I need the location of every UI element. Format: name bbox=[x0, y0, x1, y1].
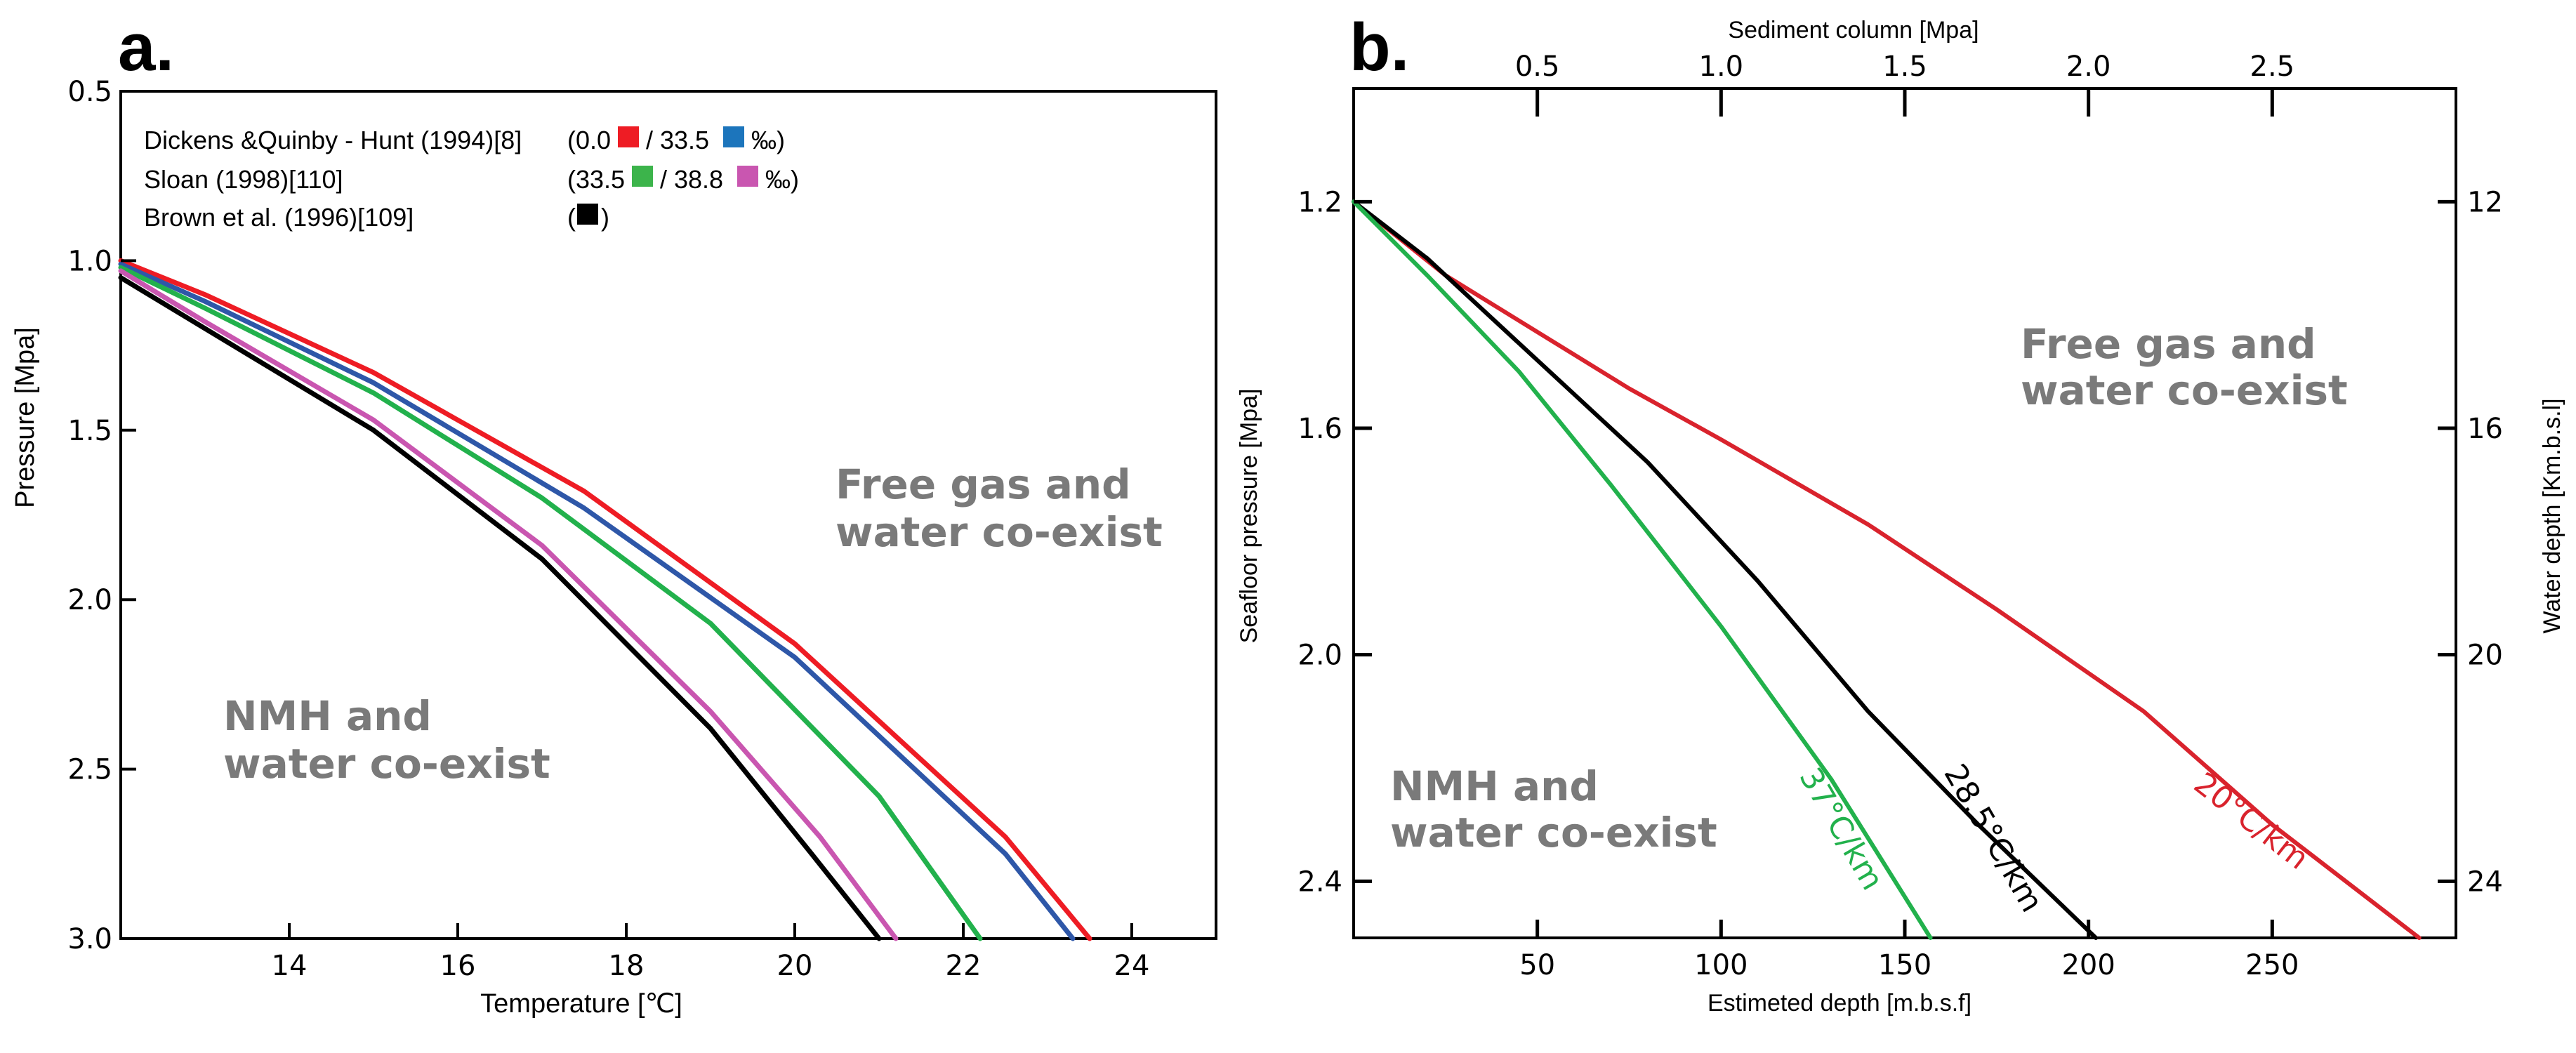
panel-a-y-axis-title: Pressure [Mpa] bbox=[11, 327, 40, 508]
panel-b-top-tick-label: 1.0 bbox=[1699, 51, 1744, 83]
panel-b-letter: b. bbox=[1349, 10, 1409, 85]
panel-b-series-3 bbox=[1352, 199, 1933, 940]
curve-label-37: 37°C/km bbox=[1792, 762, 1890, 896]
panel-b-ticks-group: 50 100 150 200 250 0.5 1.0 1.5 2.0 2.5 1.2 1.6 2.0 2.… bbox=[1297, 51, 2503, 981]
panel-a-x-tick-label: 24 bbox=[1114, 950, 1150, 982]
panel-b-y-axis-title: Seafloor pressure [Mpa] bbox=[1236, 389, 1262, 644]
legend-entry-2-part-3: ‰) bbox=[765, 165, 799, 194]
panel-a-upper-region-line-2: water co-exist bbox=[835, 508, 1163, 556]
panel-b-top-tick-label: 2.0 bbox=[2066, 51, 2111, 83]
panel-a-lower-region-line-1: NMH and bbox=[223, 692, 432, 740]
panel-a-letter: a. bbox=[118, 10, 174, 85]
legend-entry-2-part-1: (33.5 bbox=[567, 165, 625, 194]
panel-b-right-tick-label: 20 bbox=[2467, 640, 2503, 672]
panel-b-y-tick-label: 2.4 bbox=[1297, 866, 1342, 898]
panel-b-y-tick-label: 2.0 bbox=[1297, 640, 1342, 672]
curve-label-20: 20°C/km bbox=[2187, 765, 2316, 876]
panel-b-x-tick-label: 150 bbox=[1878, 949, 1931, 981]
panel-b-y-tick-label: 1.6 bbox=[1297, 413, 1342, 445]
panel-a-y-tick-label: 2.0 bbox=[67, 584, 112, 616]
legend-entry-2-part-2: / 38.8 bbox=[660, 165, 723, 194]
panel-a-upper-region-line-1: Free gas and bbox=[835, 461, 1131, 508]
panel-a-ticks-group: 14 16 18 20 22 24 0.5 1.0 1.5 2.0 2.5 3.0 bbox=[67, 76, 1149, 982]
panel-b-top-tick-label: 2.5 bbox=[2250, 51, 2295, 83]
legend-entry-3-part-2: ) bbox=[601, 203, 609, 232]
panel-b-lower-region-line-1: NMH and bbox=[1390, 762, 1599, 810]
panel-a-series-5 bbox=[118, 275, 882, 941]
panel-a-series-1 bbox=[118, 258, 1092, 941]
panel-a-series-3 bbox=[118, 265, 983, 941]
panel-b-series-group bbox=[1352, 199, 2422, 940]
panel-a-x-tick-label: 16 bbox=[440, 950, 476, 982]
panel-b-x-axis-title: Estimeted depth [m.b.s.f] bbox=[1708, 990, 1971, 1016]
panel-a-series-2 bbox=[118, 261, 1076, 941]
legend-entry-1-part-2: / 33.5 bbox=[646, 126, 709, 154]
panel-b-right-tick-label: 12 bbox=[2467, 186, 2503, 218]
panel-a-series-4 bbox=[118, 268, 899, 941]
legend-swatch-magenta bbox=[737, 166, 758, 187]
panel-a-y-tick-label: 0.5 bbox=[67, 76, 112, 108]
panel-a-x-tick-label: 18 bbox=[609, 950, 645, 982]
panel-a-x-tick-label: 22 bbox=[946, 950, 982, 982]
panel-b-series-2 bbox=[1352, 199, 2099, 940]
panel-b-x-tick-label: 250 bbox=[2245, 949, 2299, 981]
panel-b-upper-region-line-1: Free gas and bbox=[2021, 320, 2316, 368]
panel-b-top-tick-label: 0.5 bbox=[1515, 51, 1560, 83]
panel-a-x-axis-title: Temperature [℃] bbox=[480, 989, 682, 1019]
panel-a-series-group bbox=[118, 258, 1092, 941]
panel-b-lower-region-line-2: water co-exist bbox=[1390, 809, 1717, 856]
panel-b-right-axis-title: Water depth [Km.b.s.l] bbox=[2539, 398, 2565, 633]
panel-a-y-tick-label: 1.5 bbox=[67, 415, 112, 447]
panel-b-x-tick-label: 200 bbox=[2061, 949, 2115, 981]
panel-b-right-tick-label: 16 bbox=[2467, 413, 2503, 445]
panel-a-y-tick-label: 1.0 bbox=[67, 245, 112, 277]
panel-a-lower-region-line-2: water co-exist bbox=[223, 740, 550, 788]
panel-b-x-tick-label: 50 bbox=[1519, 949, 1555, 981]
legend-entry-1-part-3: ‰) bbox=[751, 126, 785, 154]
panel-b-right-tick-label: 24 bbox=[2467, 866, 2503, 898]
panel-a-legend: Dickens &Quinby - Hunt (1994)[8] (0.0 / … bbox=[144, 126, 799, 232]
legend-swatch-red bbox=[618, 126, 639, 147]
panel-b-x-tick-label: 100 bbox=[1694, 949, 1748, 981]
legend-entry-3-part-1: ( bbox=[567, 203, 576, 232]
legend-entry-1-part-1: (0.0 bbox=[567, 126, 611, 154]
panel-a-y-tick-label: 3.0 bbox=[67, 923, 112, 955]
panel-a-y-tick-label: 2.5 bbox=[67, 754, 112, 786]
curve-label-28-5: 28.5°C/km bbox=[1936, 758, 2049, 918]
panel-b-y-tick-label: 1.2 bbox=[1297, 186, 1342, 218]
panel-b-top-tick-label: 1.5 bbox=[1882, 51, 1927, 83]
panel-a-plot-frame bbox=[119, 90, 1217, 940]
panel-b-upper-region-line-2: water co-exist bbox=[2021, 366, 2348, 414]
panel-a-x-tick-label: 20 bbox=[777, 950, 813, 982]
panel-b-top-axis-title: Sediment column [Mpa] bbox=[1728, 17, 1979, 44]
legend-entry-2-label: Sloan (1998)[110] bbox=[144, 165, 343, 194]
panel-b-series-1 bbox=[1352, 199, 2422, 940]
panel-a-x-tick-label: 14 bbox=[272, 950, 308, 982]
legend-entry-1-label: Dickens &Quinby - Hunt (1994)[8] bbox=[144, 126, 522, 154]
legend-swatch-black bbox=[577, 204, 598, 225]
legend-swatch-blue bbox=[723, 126, 744, 147]
legend-entry-3-label: Brown et al. (1996)[109] bbox=[144, 203, 414, 232]
legend-swatch-green bbox=[632, 166, 653, 187]
